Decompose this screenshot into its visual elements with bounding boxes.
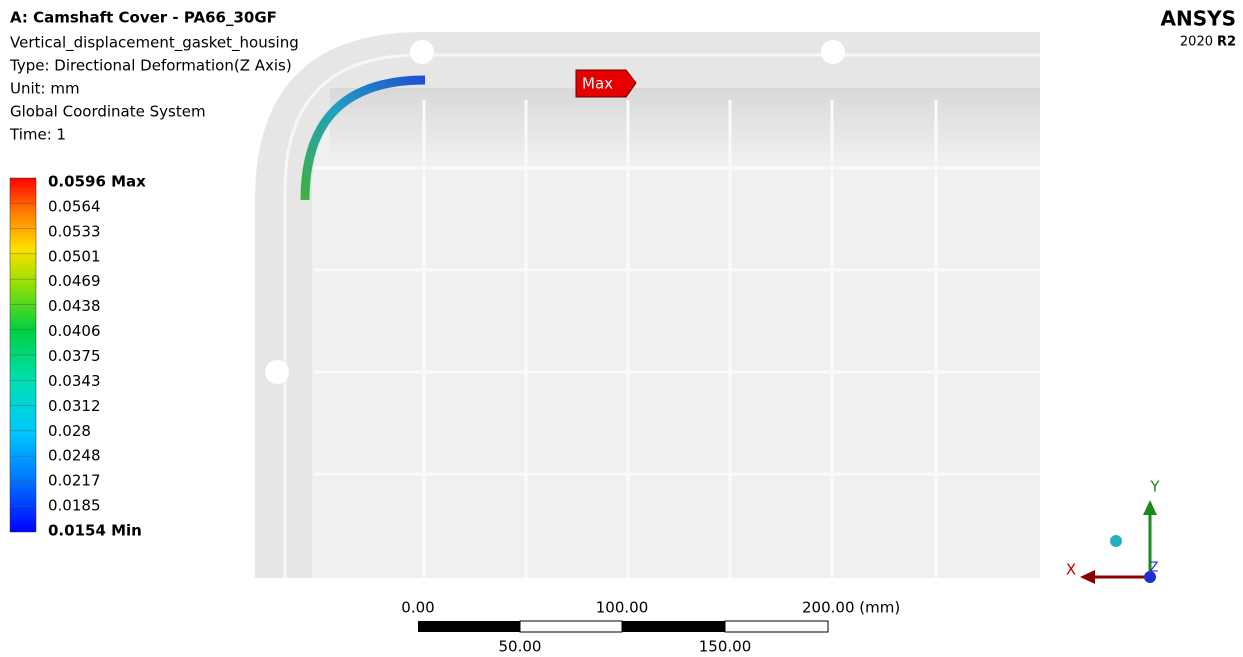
legend-label: 0.0438: [48, 297, 101, 315]
header-line: Unit: mm: [10, 80, 80, 98]
x-axis-label: X: [1066, 561, 1076, 579]
legend-label: 0.0375: [48, 347, 101, 365]
legend-label: 0.028: [48, 422, 91, 440]
scale-label: 50.00: [499, 638, 542, 656]
bolt-hole: [821, 40, 845, 64]
header: A: Camshaft Cover - PA66_30GF Vertical_d…: [9, 9, 299, 144]
legend-label: 0.0185: [48, 497, 101, 515]
legend-label: 0.0343: [48, 372, 101, 390]
y-axis-head: [1143, 500, 1157, 515]
legend-label: 0.0154 Min: [48, 522, 142, 540]
brand-year: 2020: [1180, 35, 1213, 50]
bolt-hole: [265, 360, 289, 384]
scale-segment: [418, 621, 520, 632]
scale-segment: [725, 621, 828, 632]
brand-name: ANSYS: [1160, 7, 1236, 31]
legend-label: 0.0501: [48, 247, 101, 265]
housing-wall: [330, 88, 1040, 168]
probe-label: Max: [582, 75, 613, 93]
header-line: Vertical_displacement_gasket_housing: [10, 34, 299, 53]
scale-label: 0.00: [401, 599, 434, 617]
scale-label: 100.00: [596, 599, 649, 617]
bolt-hole: [410, 40, 434, 64]
x-axis-head: [1080, 570, 1095, 584]
legend-label: 0.0564: [48, 197, 101, 215]
header-line: Time: 1: [9, 126, 66, 144]
legend-label: 0.0312: [48, 397, 101, 415]
legend-label: 0.0469: [48, 272, 101, 290]
scale-segment: [622, 621, 725, 632]
header-line: Type: Directional Deformation(Z Axis): [9, 57, 292, 75]
legend-label: 0.0596 Max: [48, 173, 146, 191]
z-axis-label: Z: [1150, 561, 1159, 576]
header-line: Global Coordinate System: [10, 103, 206, 121]
brand-release: R2: [1217, 35, 1236, 50]
legend-label: 0.0533: [48, 222, 101, 240]
legend-label: 0.0217: [48, 472, 101, 490]
scale-label: 200.00 (mm): [802, 599, 900, 617]
view-ball: [1110, 535, 1122, 547]
result-title: A: Camshaft Cover - PA66_30GF: [10, 9, 277, 27]
screen: Max A: Camshaft Cover - PA66_30GF Vertic…: [0, 0, 1243, 657]
legend-label: 0.0406: [48, 322, 101, 340]
scale-segment: [520, 621, 622, 632]
y-axis-label: Y: [1149, 478, 1160, 496]
legend-label: 0.0248: [48, 447, 101, 465]
scale-label: 150.00: [699, 638, 752, 656]
